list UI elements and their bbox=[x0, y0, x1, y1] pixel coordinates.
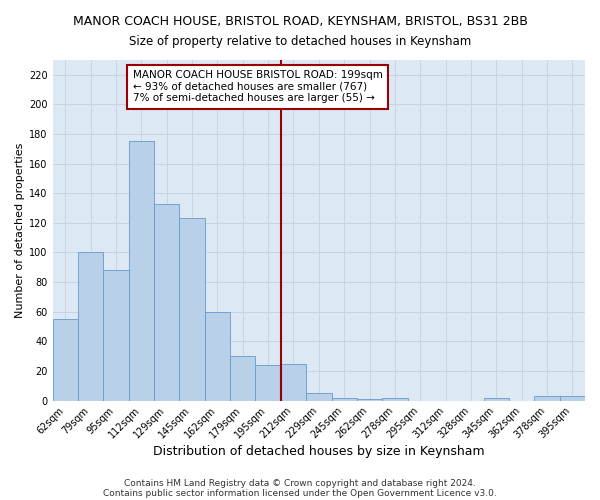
Y-axis label: Number of detached properties: Number of detached properties bbox=[15, 142, 25, 318]
Bar bbox=[332, 398, 357, 400]
Bar bbox=[256, 365, 281, 400]
Text: MANOR COACH HOUSE BRISTOL ROAD: 199sqm
← 93% of detached houses are smaller (767: MANOR COACH HOUSE BRISTOL ROAD: 199sqm ←… bbox=[133, 70, 382, 103]
Text: Size of property relative to detached houses in Keynsham: Size of property relative to detached ho… bbox=[129, 35, 471, 48]
X-axis label: Distribution of detached houses by size in Keynsham: Distribution of detached houses by size … bbox=[153, 444, 485, 458]
Text: Contains public sector information licensed under the Open Government Licence v3: Contains public sector information licen… bbox=[103, 488, 497, 498]
Text: Contains HM Land Registry data © Crown copyright and database right 2024.: Contains HM Land Registry data © Crown c… bbox=[124, 478, 476, 488]
Bar bbox=[484, 398, 509, 400]
Bar bbox=[281, 364, 306, 401]
Bar bbox=[560, 396, 585, 400]
Bar bbox=[230, 356, 256, 401]
Bar bbox=[306, 393, 332, 400]
Bar bbox=[357, 399, 382, 400]
Bar bbox=[53, 319, 78, 400]
Bar bbox=[78, 252, 103, 400]
Bar bbox=[129, 142, 154, 400]
Bar bbox=[154, 204, 179, 400]
Bar bbox=[205, 312, 230, 400]
Bar bbox=[103, 270, 129, 400]
Bar bbox=[179, 218, 205, 400]
Bar bbox=[535, 396, 560, 400]
Text: MANOR COACH HOUSE, BRISTOL ROAD, KEYNSHAM, BRISTOL, BS31 2BB: MANOR COACH HOUSE, BRISTOL ROAD, KEYNSHA… bbox=[73, 15, 527, 28]
Bar bbox=[382, 398, 407, 400]
